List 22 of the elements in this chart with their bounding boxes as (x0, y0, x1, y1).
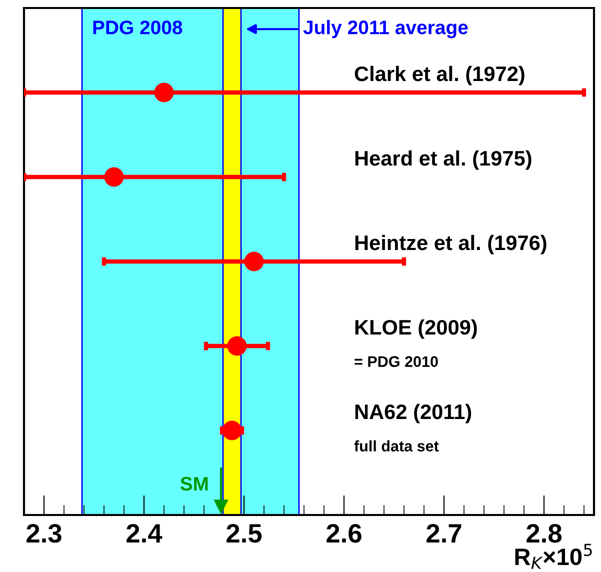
band-label: July 2011 average (303, 20, 468, 38)
annotation: = PDG 2010 (354, 356, 438, 367)
point (244, 252, 264, 272)
point (154, 82, 174, 102)
x-tick-label: 2.7 (426, 524, 462, 542)
y-tick-label: Heintze et al. (1976) (355, 234, 546, 254)
x-axis-title: R$_{K}$×10$^{5}$ (515, 544, 592, 569)
y-tick-label: Heard et al. (1975) (355, 150, 532, 170)
y-tick-label: KLOE (2009) (355, 319, 477, 339)
x-tick-label: 2.3 (26, 524, 62, 543)
annotation: full data set (354, 440, 439, 452)
x-tick-label: 2.4 (126, 524, 162, 542)
band-label: PDG 2008 (93, 20, 182, 34)
ref-line-label: SM (180, 476, 208, 491)
point (104, 167, 124, 187)
x-tick-label: 2.8 (526, 524, 562, 543)
y-tick-label: NA62 (2011) (355, 404, 472, 424)
x-tick-label: 2.6 (326, 524, 362, 543)
point (222, 420, 242, 440)
x-tick-label: 2.5 (226, 524, 262, 543)
point (227, 336, 247, 356)
y-tick-label: Clark et al. (1972) (354, 66, 524, 86)
